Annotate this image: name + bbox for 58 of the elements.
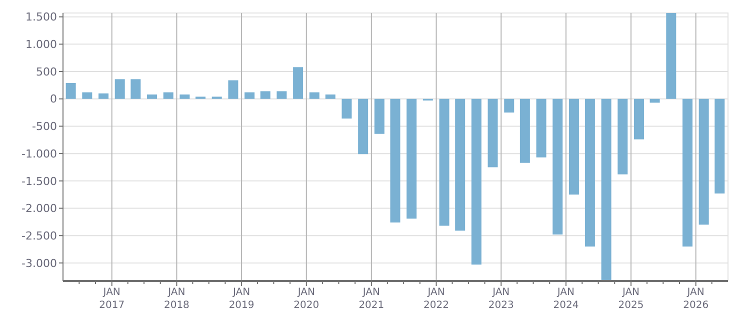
bar bbox=[390, 98, 400, 222]
bar bbox=[358, 98, 368, 154]
bar bbox=[552, 98, 563, 235]
bar bbox=[536, 98, 546, 158]
x-tick-label: JAN 2024 bbox=[553, 287, 579, 311]
y-tick-label: 1.000 bbox=[26, 38, 57, 52]
bar bbox=[666, 13, 676, 99]
y-tick-label: 1.500 bbox=[26, 10, 57, 24]
bar bbox=[374, 98, 384, 134]
bar bbox=[82, 92, 92, 99]
y-tick-label: -500 bbox=[32, 120, 57, 134]
x-tick-label: JAN 2020 bbox=[294, 287, 320, 311]
y-tick-label: -1.000 bbox=[22, 147, 57, 160]
bar bbox=[601, 98, 612, 281]
x-tick-label: JAN 2025 bbox=[618, 287, 644, 311]
bar bbox=[309, 92, 320, 99]
bar bbox=[634, 98, 644, 140]
bar bbox=[714, 98, 725, 194]
x-tick-label: JAN 2023 bbox=[488, 287, 514, 311]
bar bbox=[439, 98, 450, 226]
y-tick-label: -3.000 bbox=[22, 256, 57, 270]
bar bbox=[682, 98, 692, 247]
bar bbox=[276, 91, 287, 99]
bar bbox=[568, 98, 579, 195]
bar bbox=[293, 67, 304, 99]
bar bbox=[114, 79, 125, 99]
x-tick-label: JAN 2022 bbox=[424, 287, 449, 311]
bar bbox=[244, 92, 255, 99]
bar bbox=[584, 98, 595, 247]
bar bbox=[455, 98, 466, 231]
bar bbox=[66, 83, 76, 99]
y-tick-label: -2.000 bbox=[22, 202, 57, 216]
bar bbox=[180, 94, 190, 99]
y-tick-label: 500 bbox=[36, 65, 57, 78]
x-tick-label: JAN 2017 bbox=[99, 287, 125, 311]
x-tick-label: JAN 2026 bbox=[683, 287, 709, 311]
x-tick-label: JAN 2021 bbox=[358, 287, 384, 311]
y-tick-label: 0 bbox=[50, 92, 57, 106]
bar bbox=[504, 98, 514, 113]
bar bbox=[260, 91, 270, 99]
x-tick-label: JAN 2018 bbox=[164, 287, 190, 311]
bar bbox=[325, 94, 336, 99]
bar bbox=[471, 98, 482, 265]
bar bbox=[147, 94, 158, 99]
y-tick-label: -1.500 bbox=[22, 174, 57, 188]
bar bbox=[342, 98, 352, 119]
bar bbox=[163, 92, 174, 99]
bar bbox=[698, 98, 709, 225]
bar bbox=[130, 79, 141, 99]
y-tick-label: -2.500 bbox=[22, 229, 57, 242]
bar bbox=[650, 98, 660, 103]
bar bbox=[98, 93, 109, 99]
bar bbox=[520, 98, 530, 163]
bar bbox=[618, 98, 628, 174]
x-tick-label: JAN 2019 bbox=[228, 287, 254, 311]
bar bbox=[488, 98, 498, 168]
bar bbox=[406, 98, 417, 219]
bar bbox=[228, 80, 238, 99]
